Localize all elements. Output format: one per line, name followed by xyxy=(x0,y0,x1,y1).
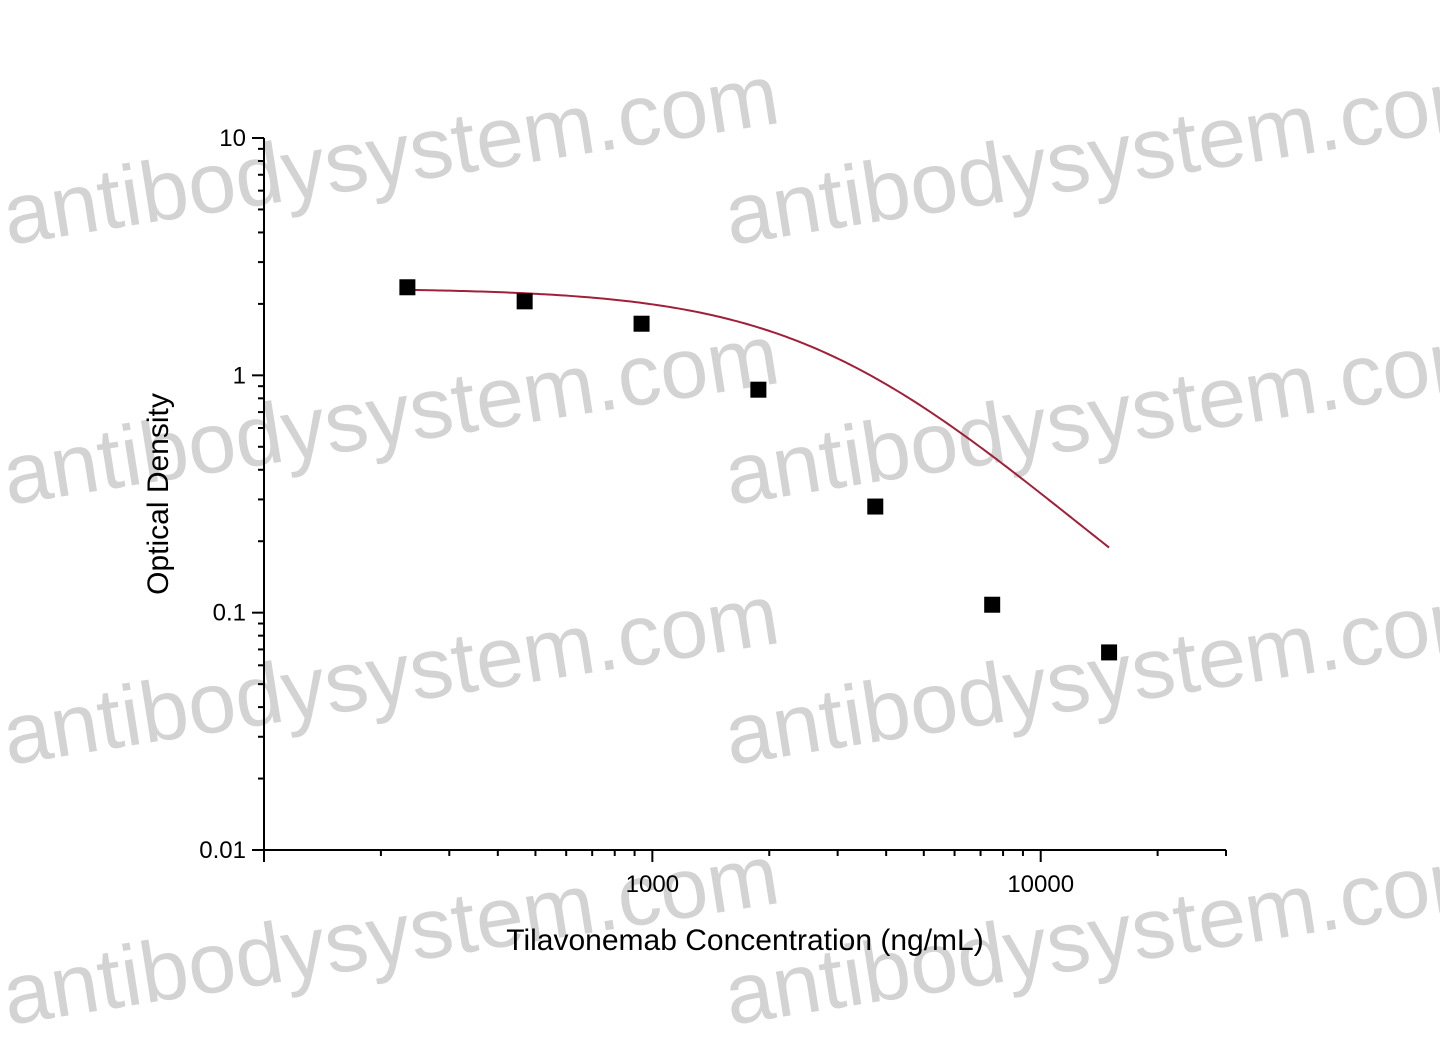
watermark-text: antibodysystem.com xyxy=(0,306,785,523)
ticks: 10 1 0.1 0.01 1000 10000 xyxy=(199,125,1227,898)
x-tick-label: 1000 xyxy=(626,871,679,898)
data-point xyxy=(984,596,1001,613)
watermark-text: antibodysystem.com xyxy=(718,306,1440,523)
data-point xyxy=(633,315,650,332)
axes xyxy=(263,138,1226,851)
data-point xyxy=(867,498,884,515)
x-tick-label: 10000 xyxy=(1007,871,1074,898)
watermark-text: antibodysystem.com xyxy=(718,566,1440,783)
x-axis-title: Tilavonemab Concentration (ng/mL) xyxy=(506,924,983,957)
data-point xyxy=(399,279,416,296)
data-points xyxy=(399,279,1118,661)
fit-curve xyxy=(407,288,1110,549)
data-point xyxy=(750,381,767,398)
data-point xyxy=(516,293,533,310)
y-tick-label: 0.01 xyxy=(199,837,246,864)
watermark-text: antibodysystem.com xyxy=(718,46,1440,263)
y-tick-label: 1 xyxy=(233,362,246,389)
watermark-text: antibodysystem.com xyxy=(0,566,785,783)
watermark-text: antibodysystem.com xyxy=(0,46,785,263)
watermark-layer: antibodysystem.comantibodysystem.comanti… xyxy=(0,46,1440,1043)
y-axis-title: Optical Density xyxy=(142,393,175,595)
y-tick-label: 10 xyxy=(219,125,246,152)
data-point xyxy=(1101,644,1118,661)
y-tick-label: 0.1 xyxy=(213,600,246,627)
